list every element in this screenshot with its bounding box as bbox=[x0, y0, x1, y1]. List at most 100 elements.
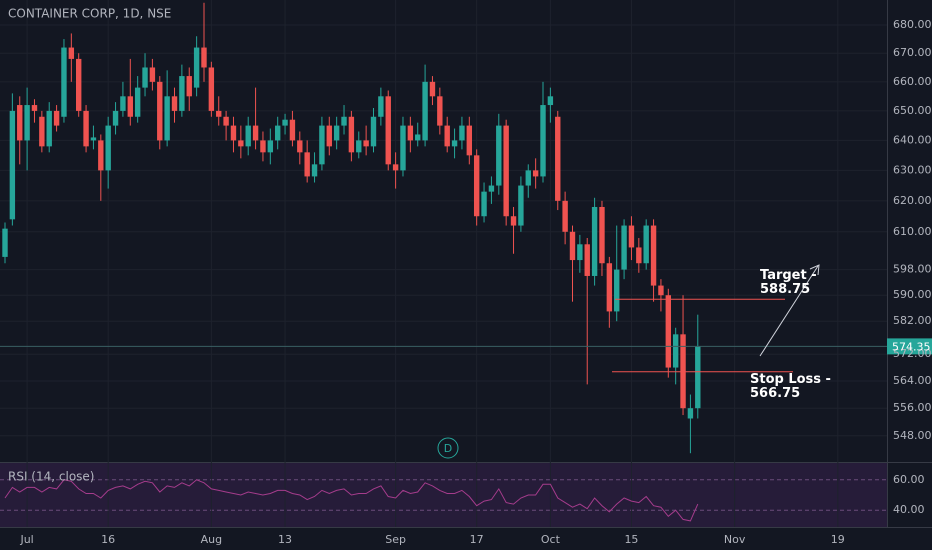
y-tick-label: 564.00 bbox=[893, 374, 932, 387]
candle-body bbox=[429, 81, 436, 97]
candle-body bbox=[333, 125, 340, 141]
target-arrow bbox=[759, 265, 819, 357]
candle-body bbox=[591, 206, 598, 276]
candle-body bbox=[540, 105, 546, 177]
candle-body bbox=[179, 76, 185, 111]
y-tick-label: 670.00 bbox=[893, 46, 932, 59]
candle-body bbox=[437, 96, 443, 126]
candle-body bbox=[665, 295, 671, 368]
candle-body bbox=[481, 191, 487, 217]
stop-label: Stop Loss - bbox=[750, 372, 831, 387]
candle-body bbox=[370, 116, 377, 147]
rsi-tick-label: 60.00 bbox=[893, 473, 925, 486]
candle-body bbox=[444, 125, 450, 147]
x-tick-label: Oct bbox=[541, 533, 561, 546]
chart-title: CONTAINER CORP, 1D, NSE bbox=[8, 7, 171, 21]
candle-body bbox=[157, 81, 163, 141]
y-tick-label: 620.00 bbox=[893, 194, 932, 207]
y-tick-label: 590.00 bbox=[893, 288, 932, 301]
candle-body bbox=[216, 110, 222, 117]
candle-body bbox=[68, 47, 75, 59]
candle-body bbox=[267, 140, 274, 153]
target-label: Target - bbox=[760, 268, 817, 283]
marks bbox=[0, 2, 932, 522]
candle-body bbox=[643, 225, 649, 264]
candle-body bbox=[127, 96, 133, 117]
candle-body bbox=[672, 334, 679, 368]
y-tick-label: 582.00 bbox=[893, 314, 932, 327]
candle-body bbox=[274, 125, 281, 141]
candle-body bbox=[326, 125, 332, 147]
x-tick-label: 19 bbox=[831, 533, 845, 546]
candle-body bbox=[577, 244, 583, 261]
candle-body bbox=[208, 67, 215, 111]
y-tick-label: 680.00 bbox=[893, 18, 932, 31]
x-tick-label: Jul bbox=[19, 533, 33, 546]
candle-body bbox=[532, 170, 539, 177]
candle-body bbox=[230, 125, 237, 141]
candle-body bbox=[164, 96, 170, 141]
candle-body bbox=[297, 140, 303, 153]
candle-body bbox=[341, 116, 347, 126]
candle-body bbox=[363, 140, 369, 147]
candle-body bbox=[466, 125, 473, 156]
candle-body bbox=[503, 125, 509, 217]
candle-body bbox=[525, 170, 531, 186]
candle-body bbox=[2, 228, 8, 257]
candle-body bbox=[614, 269, 620, 312]
rsi-line bbox=[4, 479, 699, 522]
candle-body bbox=[628, 225, 635, 248]
candle-body bbox=[473, 155, 480, 217]
candle-body bbox=[392, 164, 399, 171]
candle-body bbox=[304, 152, 310, 177]
rsi-tick-label: 40.00 bbox=[893, 503, 925, 516]
candle-body bbox=[569, 231, 576, 261]
candle-body bbox=[134, 87, 141, 117]
candle-body bbox=[385, 96, 391, 165]
candle-body bbox=[31, 105, 38, 111]
last-price-box bbox=[887, 338, 932, 355]
candle-body bbox=[378, 96, 384, 117]
dividend-marker[interactable] bbox=[437, 437, 459, 459]
candle-body bbox=[76, 58, 82, 111]
candle-body bbox=[201, 47, 207, 68]
candle-body bbox=[422, 81, 428, 141]
candle-body bbox=[621, 225, 627, 270]
candle-body bbox=[606, 263, 613, 312]
y-tick-label: 660.00 bbox=[893, 75, 932, 88]
candle-body bbox=[245, 125, 251, 147]
y-tick-label: 650.00 bbox=[893, 104, 932, 117]
dividend-marker-label[interactable]: D bbox=[444, 442, 452, 455]
candle-body bbox=[120, 96, 126, 111]
candle-body bbox=[282, 119, 288, 126]
x-tick-label: Nov bbox=[724, 533, 746, 546]
candle-body bbox=[252, 125, 259, 141]
y-tick-label: 610.00 bbox=[893, 225, 932, 238]
x-tick-label: 16 bbox=[101, 533, 115, 546]
candle-body bbox=[496, 125, 502, 186]
candle-body bbox=[555, 116, 561, 201]
candle-body bbox=[695, 346, 701, 409]
candle-body bbox=[61, 47, 67, 117]
candle-body bbox=[223, 116, 229, 126]
candle-body bbox=[415, 134, 421, 141]
candle-body bbox=[17, 105, 23, 141]
x-tick-label: 13 bbox=[278, 533, 292, 546]
candle-body bbox=[407, 125, 414, 141]
candle-body bbox=[510, 216, 517, 226]
stop-value: 566.75 bbox=[750, 386, 800, 401]
candle-body bbox=[39, 116, 45, 147]
candle-body bbox=[112, 110, 119, 126]
candle-body bbox=[636, 247, 642, 264]
labels: 548.00 556.00 564.00 572.00 582.00 590.00 598.… bbox=[19, 18, 931, 546]
candle-body bbox=[90, 137, 97, 141]
rsi-band bbox=[0, 463, 887, 527]
candle-body bbox=[53, 110, 60, 126]
candle-body bbox=[98, 140, 104, 171]
x-tick-label: Sep bbox=[385, 533, 406, 546]
target-arrow-head bbox=[809, 264, 820, 276]
candle-body bbox=[356, 140, 362, 153]
candle-body bbox=[193, 47, 200, 88]
